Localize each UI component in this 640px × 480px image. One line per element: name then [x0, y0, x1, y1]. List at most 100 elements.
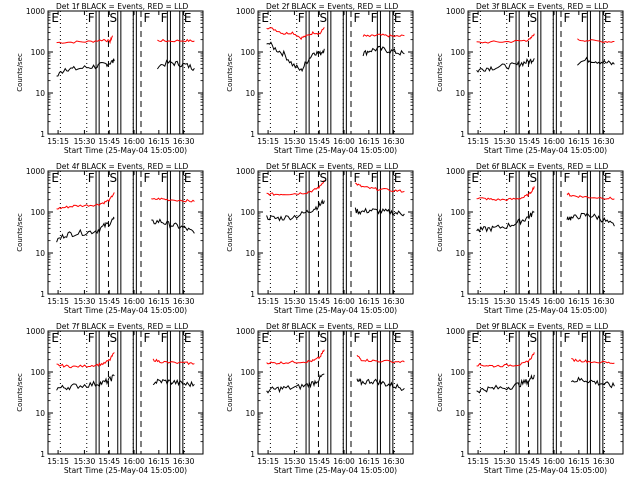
x-tick-label: 16:30	[593, 457, 615, 466]
x-tick-label: 15:15	[257, 297, 279, 306]
marker-label: E	[394, 171, 402, 185]
x-tick-label: 15:45	[518, 457, 540, 466]
detector-panel-1: Det 1f BLACK = Events, RED = LLD 1 10 100 10…	[16, 2, 204, 155]
x-tick-label: 15:45	[98, 457, 120, 466]
marker-label: E	[51, 331, 59, 345]
x-tick-label: 16:30	[593, 297, 615, 306]
detector-panel-6: Det 6f BLACK = Events, RED = LLD 1 10 100 10…	[436, 162, 624, 315]
marker-label: F	[508, 171, 515, 185]
marker-label: E	[604, 331, 612, 345]
marker-label: S	[529, 11, 537, 25]
marker-label: E	[184, 331, 192, 345]
marker-label: S	[109, 11, 117, 25]
y-tick-label: 10	[35, 409, 45, 418]
x-axis-label: Start Time (25-May-04 15:05:00)	[484, 466, 607, 475]
y-axis-label: Counts/sec	[16, 213, 24, 252]
events-rate-line-2	[152, 378, 195, 388]
lld-rate-line-1	[266, 349, 325, 365]
x-axis-label: Start Time (25-May-04 15:05:00)	[484, 146, 607, 155]
x-tick-label: 15:15	[467, 457, 489, 466]
marker-label: S	[529, 171, 537, 185]
x-tick-label: 16:15	[148, 297, 170, 306]
x-tick-label: 15:45	[518, 137, 540, 146]
x-tick-label: 15:30	[284, 297, 306, 306]
events-rate-line-1	[266, 41, 325, 73]
marker-label: F	[144, 171, 151, 185]
x-tick-label: 15:15	[467, 137, 489, 146]
lld-rate-line-2	[362, 33, 405, 38]
x-tick-label: 16:30	[383, 137, 405, 146]
marker-label: F	[161, 11, 168, 25]
marker-label: S	[529, 331, 537, 345]
marker-label: E	[394, 11, 402, 25]
y-tick-label: 10	[245, 249, 255, 258]
x-tick-label: 16:00	[123, 457, 145, 466]
x-tick-label: 16:15	[148, 457, 170, 466]
lld-rate-line-2	[577, 38, 615, 44]
y-axis-label: Counts/sec	[226, 213, 234, 252]
panel-title: Det 4f BLACK = Events, RED = LLD	[56, 162, 189, 171]
panel-title: Det 6f BLACK = Events, RED = LLD	[476, 162, 609, 171]
y-tick-label: 1	[250, 450, 255, 459]
events-rate-line-1	[266, 373, 325, 394]
lld-rate-line-2	[152, 358, 195, 366]
y-tick-label: 10	[245, 409, 255, 418]
marker-label: E	[261, 11, 269, 25]
lld-rate-line-1	[266, 27, 325, 41]
y-tick-label: 1	[460, 130, 465, 139]
y-tick-label: 100	[31, 48, 46, 57]
marker-label: E	[184, 11, 192, 25]
marker-label: F	[88, 331, 95, 345]
y-tick-label: 1000	[26, 327, 45, 336]
marker-label: F	[564, 171, 571, 185]
marker-label: F	[88, 171, 95, 185]
x-tick-label: 15:30	[494, 457, 516, 466]
events-rate-line-2	[362, 45, 405, 57]
x-tick-label: 15:15	[257, 457, 279, 466]
plot-frame	[257, 170, 414, 295]
lld-rate-line-2	[157, 38, 195, 43]
x-tick-label: 16:15	[568, 297, 590, 306]
detector-panel-8: Det 8f BLACK = Events, RED = LLD 1 10 100 10…	[226, 322, 414, 475]
marker-label: F	[161, 331, 168, 345]
marker-label: F	[354, 11, 361, 25]
x-axis-label: Start Time (25-May-04 15:05:00)	[484, 306, 607, 315]
y-tick-label: 1000	[236, 327, 255, 336]
plot-frame	[47, 10, 204, 135]
marker-label: S	[109, 331, 117, 345]
x-tick-label: 16:15	[358, 297, 380, 306]
y-tick-label: 1	[250, 130, 255, 139]
lld-rate-line-1	[476, 33, 535, 44]
panel-title: Det 2f BLACK = Events, RED = LLD	[266, 2, 399, 11]
marker-label: F	[508, 331, 515, 345]
panel-title: Det 8f BLACK = Events, RED = LLD	[266, 322, 399, 331]
detector-panel-5: Det 5f BLACK = Events, RED = LLD 1 10 100 10…	[226, 162, 414, 315]
plot-frame	[257, 10, 414, 135]
marker-label: E	[604, 11, 612, 25]
y-tick-label: 1000	[26, 7, 45, 16]
y-tick-label: 100	[241, 208, 256, 217]
marker-label: E	[604, 171, 612, 185]
events-rate-line-1	[266, 198, 325, 222]
events-rate-line-2	[354, 207, 405, 217]
marker-label: E	[51, 171, 59, 185]
x-tick-label: 16:15	[148, 137, 170, 146]
panel-title: Det 1f BLACK = Events, RED = LLD	[56, 2, 189, 11]
marker-label: E	[394, 331, 402, 345]
x-tick-label: 15:30	[74, 137, 96, 146]
lld-rate-line-1	[476, 186, 535, 202]
x-axis-label: Start Time (25-May-04 15:05:00)	[64, 306, 187, 315]
y-tick-label: 10	[35, 89, 45, 98]
lld-rate-line-1	[56, 352, 115, 369]
marker-label: S	[319, 171, 327, 185]
events-rate-line-2	[571, 376, 615, 389]
x-tick-label: 16:00	[123, 137, 145, 146]
marker-label: F	[581, 11, 588, 25]
lld-rate-line-2	[571, 358, 615, 365]
x-tick-label: 15:15	[467, 297, 489, 306]
marker-label: F	[371, 11, 378, 25]
y-tick-label: 1000	[446, 7, 465, 16]
y-tick-label: 100	[451, 48, 466, 57]
events-rate-line-2	[151, 218, 195, 234]
x-tick-label: 16:00	[543, 457, 565, 466]
